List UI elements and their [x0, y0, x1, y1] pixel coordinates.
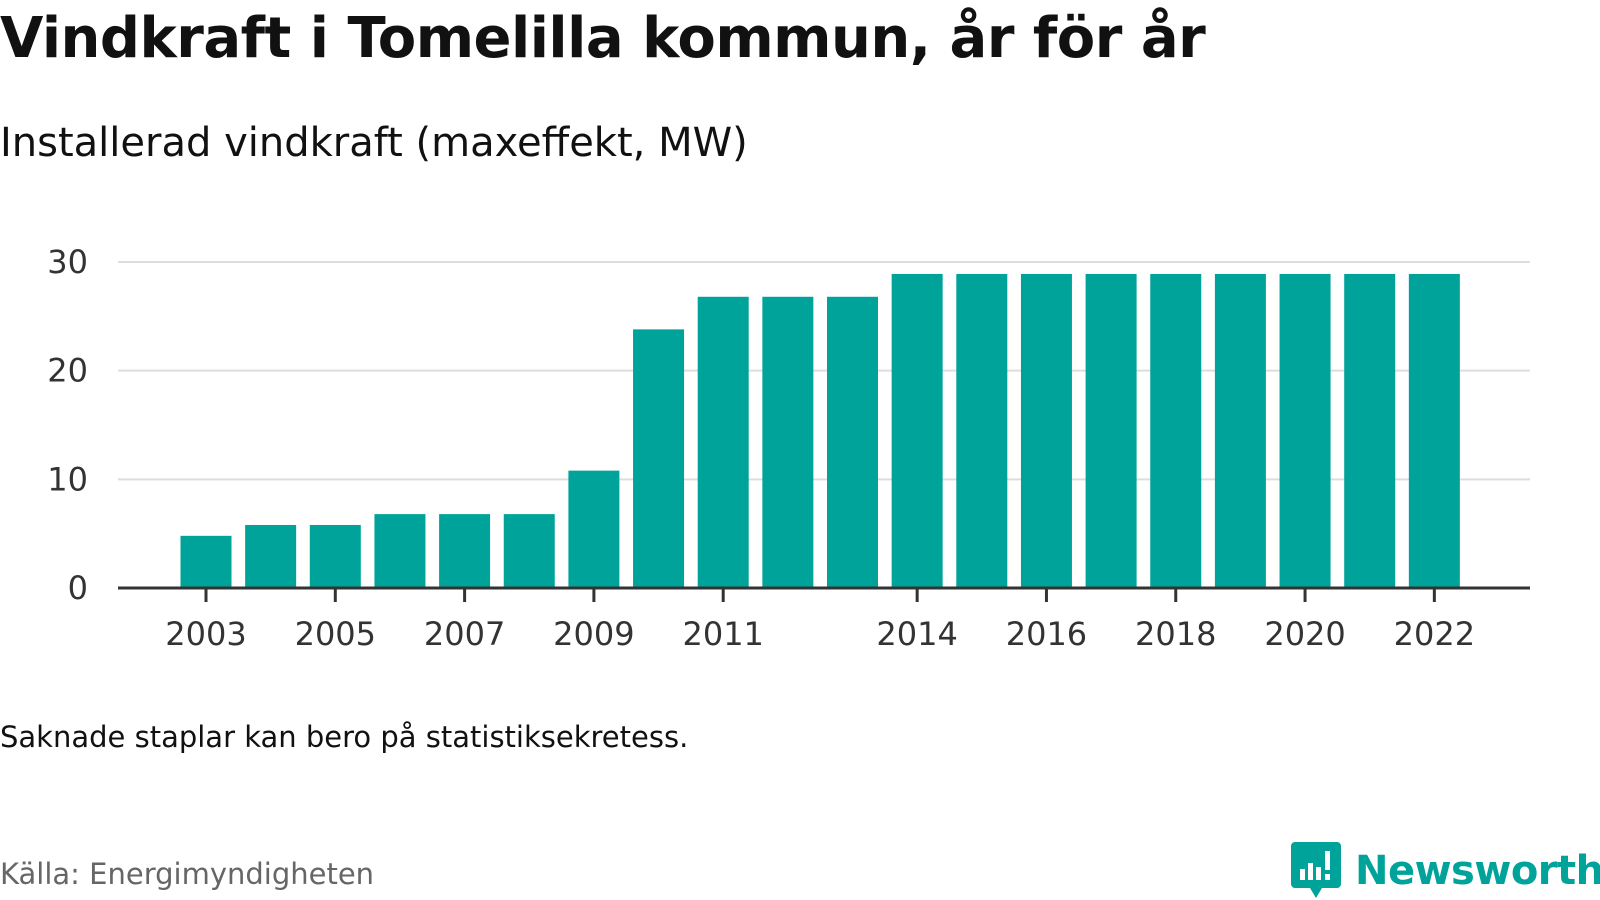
bar	[827, 296, 878, 588]
bar	[180, 535, 232, 588]
bar	[503, 514, 555, 588]
x-tick-label: 2003	[165, 615, 246, 653]
x-tick-label: 2016	[1006, 615, 1087, 653]
x-tick-label: 2020	[1264, 615, 1345, 653]
newsworthy-logo-icon	[1291, 842, 1341, 898]
brand-logo: Newsworthy	[1291, 842, 1600, 900]
bar	[762, 296, 814, 588]
x-tick-label: 2014	[876, 615, 957, 653]
x-tick-label: 2022	[1394, 615, 1475, 653]
bar	[1020, 273, 1072, 588]
bar	[1408, 273, 1460, 588]
bar	[568, 470, 620, 588]
chart-subtitle: Installerad vindkraft (maxeffekt, MW)	[0, 120, 748, 166]
bar	[1214, 273, 1266, 588]
x-tick-label: 2018	[1135, 615, 1216, 653]
brand-name: Newsworthy	[1355, 848, 1600, 894]
x-tick-label: 2007	[424, 615, 505, 653]
bar	[309, 524, 361, 588]
bar	[1150, 273, 1202, 588]
y-tick-label: 20	[47, 352, 88, 390]
y-tick-label: 10	[47, 460, 88, 498]
source-credit: Källa: Energimyndigheten	[0, 857, 375, 891]
bar	[891, 273, 943, 588]
bar	[633, 329, 685, 588]
chart-title: Vindkraft i Tomelilla kommun, år för år	[0, 6, 1206, 71]
y-tick-label: 30	[47, 243, 88, 281]
bar	[1344, 273, 1396, 588]
x-tick-label: 2005	[295, 615, 376, 653]
bar	[1279, 273, 1331, 588]
y-tick-label: 0	[68, 569, 88, 607]
x-tick-label: 2009	[553, 615, 634, 653]
x-tick-label: 2011	[682, 615, 763, 653]
footnote: Saknade staplar kan bero på statistiksek…	[0, 720, 689, 754]
bar	[439, 514, 491, 588]
bar	[245, 524, 297, 588]
bar	[956, 273, 1008, 588]
bar	[374, 514, 426, 588]
bar	[697, 296, 749, 588]
bar-chart: 0 10 20 30 2003 2005 2007 2009 2011 2014 2016 2018 2…	[47, 243, 1530, 653]
bar	[1085, 273, 1137, 588]
